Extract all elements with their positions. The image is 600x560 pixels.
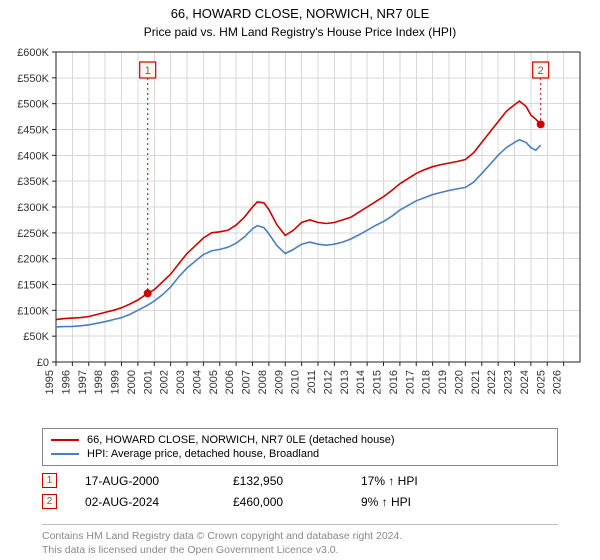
svg-text:2024: 2024	[519, 370, 531, 394]
svg-text:2010: 2010	[290, 370, 302, 394]
page-title: 66, HOWARD CLOSE, NORWICH, NR7 0LE	[0, 0, 600, 23]
svg-text:2020: 2020	[453, 370, 465, 394]
svg-text:2009: 2009	[273, 370, 285, 394]
svg-text:£400K: £400K	[17, 150, 49, 162]
svg-text:£0: £0	[37, 357, 49, 369]
svg-text:1998: 1998	[93, 370, 105, 394]
price-chart: £0 £50K £100K £150K £200K £250K £300K £350K £400…	[0, 44, 600, 424]
legend-label: HPI: Average price, detached house, Broa…	[87, 448, 319, 460]
svg-text:£550K: £550K	[17, 73, 49, 85]
svg-text:1995: 1995	[44, 370, 56, 394]
svg-text:2014: 2014	[355, 370, 367, 394]
svg-text:2003: 2003	[175, 370, 187, 394]
svg-text:2002: 2002	[159, 370, 171, 394]
svg-text:2001: 2001	[142, 370, 154, 394]
page-subtitle: Price paid vs. HM Land Registry's House …	[0, 25, 600, 39]
svg-text:2005: 2005	[208, 370, 220, 394]
sale-price: £132,950	[233, 474, 333, 488]
svg-text:2026: 2026	[552, 370, 564, 394]
svg-text:£450K: £450K	[17, 125, 49, 137]
sale-date: 02-AUG-2024	[85, 495, 205, 509]
sale-date: 17-AUG-2000	[85, 474, 205, 488]
svg-text:2004: 2004	[191, 370, 203, 394]
svg-text:2015: 2015	[372, 370, 384, 394]
sale-delta: 17% ↑ HPI	[361, 474, 418, 488]
sale-point-2	[537, 120, 545, 128]
sale-marker-icon: 2	[42, 494, 57, 509]
svg-text:2013: 2013	[339, 370, 351, 394]
svg-text:2019: 2019	[437, 370, 449, 394]
svg-text:£150K: £150K	[17, 280, 49, 292]
svg-text:2006: 2006	[224, 370, 236, 394]
legend: 66, HOWARD CLOSE, NORWICH, NR7 0LE (deta…	[42, 428, 558, 466]
svg-text:£300K: £300K	[17, 202, 49, 214]
svg-text:£50K: £50K	[23, 331, 49, 343]
legend-swatch	[51, 439, 79, 441]
attribution: Contains HM Land Registry data © Crown c…	[42, 524, 558, 557]
svg-text:2008: 2008	[257, 370, 269, 394]
svg-text:2012: 2012	[322, 370, 334, 394]
svg-text:£200K: £200K	[17, 254, 49, 266]
svg-text:2007: 2007	[241, 370, 253, 394]
svg-text:1: 1	[145, 65, 151, 77]
svg-text:2017: 2017	[404, 370, 416, 394]
svg-text:1997: 1997	[77, 370, 89, 394]
sale-delta: 9% ↑ HPI	[361, 495, 411, 509]
sale-row: 2 02-AUG-2024 £460,000 9% ↑ HPI	[42, 491, 558, 512]
svg-text:£100K: £100K	[17, 305, 49, 317]
svg-text:2022: 2022	[486, 370, 498, 394]
sales-table: 1 17-AUG-2000 £132,950 17% ↑ HPI 2 02-AUG-202…	[42, 470, 558, 512]
legend-item: HPI: Average price, detached house, Broa…	[51, 447, 549, 461]
svg-text:2000: 2000	[126, 370, 138, 394]
sale-row: 1 17-AUG-2000 £132,950 17% ↑ HPI	[42, 470, 558, 491]
svg-text:2023: 2023	[503, 370, 515, 394]
svg-text:£600K: £600K	[17, 47, 49, 59]
legend-swatch	[51, 453, 79, 455]
svg-text:£500K: £500K	[17, 99, 49, 111]
svg-text:2011: 2011	[306, 370, 318, 394]
svg-text:£250K: £250K	[17, 228, 49, 240]
sale-price: £460,000	[233, 495, 333, 509]
attribution-line: This data is licensed under the Open Gov…	[42, 544, 558, 558]
svg-text:2021: 2021	[470, 370, 482, 394]
svg-text:£350K: £350K	[17, 176, 49, 188]
svg-text:2016: 2016	[388, 370, 400, 394]
svg-text:2025: 2025	[535, 370, 547, 394]
series-property	[56, 101, 541, 320]
sale-point-1	[144, 289, 152, 297]
svg-text:1996: 1996	[60, 370, 72, 394]
svg-text:2018: 2018	[421, 370, 433, 394]
legend-item: 66, HOWARD CLOSE, NORWICH, NR7 0LE (deta…	[51, 433, 549, 447]
legend-label: 66, HOWARD CLOSE, NORWICH, NR7 0LE (deta…	[87, 434, 395, 446]
svg-text:2: 2	[538, 65, 544, 77]
attribution-line: Contains HM Land Registry data © Crown c…	[42, 530, 558, 544]
series-hpi	[56, 140, 541, 327]
svg-text:1999: 1999	[110, 370, 122, 394]
sale-marker-icon: 1	[42, 473, 57, 488]
